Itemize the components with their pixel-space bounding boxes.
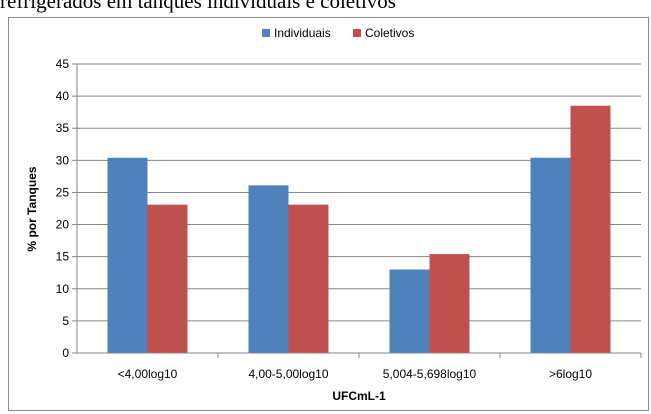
bar-coletivos — [570, 105, 611, 353]
legend-label: Coletivos — [365, 26, 414, 40]
y-tick-label: 45 — [56, 57, 70, 71]
x-tick-labels: <4,00log10 4,00-5,00log10 5,004-5,698log10… — [118, 367, 593, 381]
bar-individuais — [389, 269, 430, 353]
bar-individuais — [248, 185, 289, 353]
x-tick-label: 4,00-5,00log10 — [248, 367, 328, 381]
y-tick-label: 10 — [56, 282, 70, 296]
page-caption: refrigerados em tanques individuais e co… — [0, 0, 396, 13]
y-tick-label: 35 — [56, 121, 70, 135]
y-tick-label: 40 — [56, 89, 70, 103]
legend-swatch — [353, 29, 361, 37]
y-tick-label: 30 — [56, 153, 70, 167]
bars — [107, 105, 611, 353]
bar-individuais — [530, 157, 571, 353]
y-tick-labels: 0 5 10 15 20 25 30 35 40 45 — [56, 57, 70, 360]
y-tick-label: 25 — [56, 185, 70, 199]
x-tick-label: >6log10 — [549, 367, 592, 381]
x-axis-label: UFCmL-1 — [332, 389, 386, 403]
y-tick-label: 20 — [56, 218, 70, 232]
bar-coletivos — [147, 204, 188, 353]
x-tick-label: 5,004-5,698log10 — [383, 367, 477, 381]
bar-individuais — [107, 157, 148, 353]
bar-coletivos — [288, 204, 329, 353]
y-tick-label: 15 — [56, 250, 70, 264]
legend-swatch — [262, 29, 270, 37]
x-tick-label: <4,00log10 — [118, 367, 178, 381]
y-axis-label: % por Tanques — [25, 166, 39, 251]
legend: Individuais Coletivos — [262, 26, 414, 40]
legend-label: Individuais — [274, 26, 331, 40]
y-tick-label: 0 — [62, 346, 69, 360]
y-tick-label: 5 — [62, 314, 69, 328]
bar-coletivos — [429, 254, 470, 353]
